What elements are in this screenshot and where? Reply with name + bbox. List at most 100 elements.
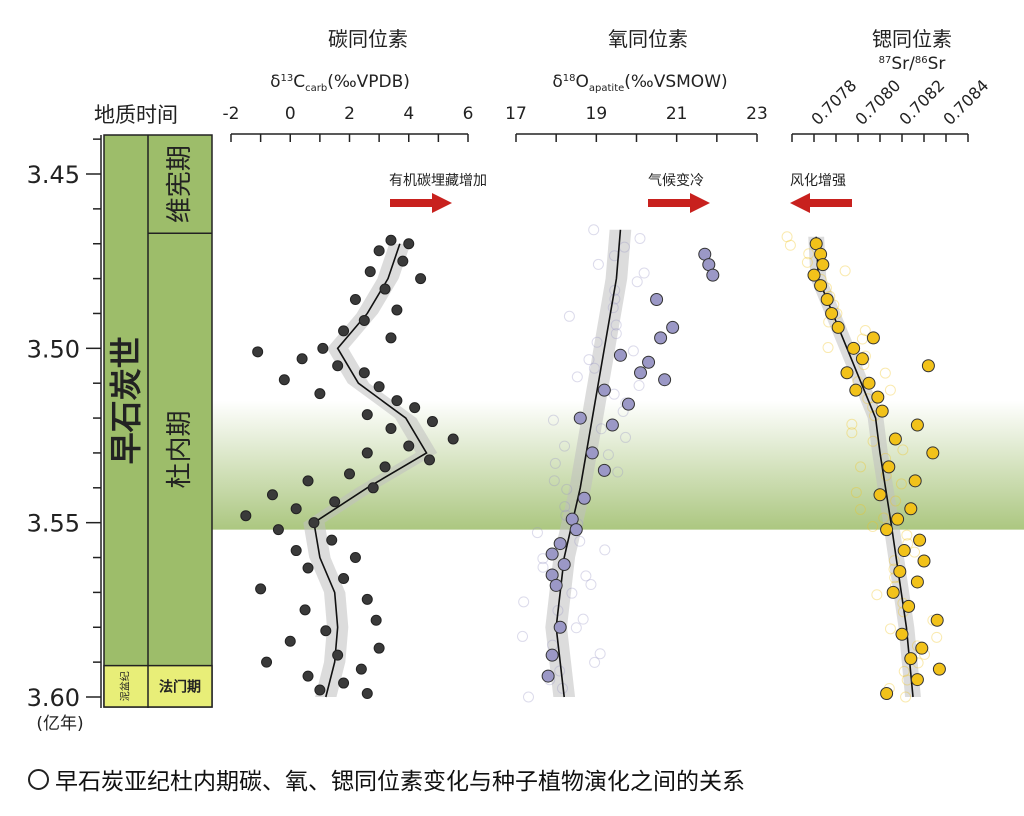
faint-point [854, 503, 866, 515]
data-point [549, 578, 563, 592]
faint-point [846, 418, 858, 430]
faint-point [612, 466, 624, 478]
axis-label-main: Sr/ [891, 54, 915, 74]
data-point [361, 593, 373, 605]
data-point [361, 409, 373, 421]
faint-point [855, 461, 867, 473]
data-point [415, 273, 427, 285]
axis-label-unit: (‰VSMOW) [624, 72, 727, 92]
faint-point [583, 354, 595, 366]
data-point [871, 390, 885, 404]
data-point [573, 411, 587, 425]
x-tick-label: 0 [285, 104, 296, 124]
data-point [403, 440, 415, 452]
data-point [654, 331, 668, 345]
panel-title: 锶同位素 [872, 27, 952, 51]
data-point [910, 673, 924, 687]
data-point [910, 418, 924, 432]
axis-label-delta: δ [552, 72, 562, 92]
trend-arrow-left [790, 193, 852, 213]
data-point [409, 402, 421, 414]
axis-label-main: Sr [928, 54, 946, 74]
y-axis-ticks: 3.45 3.50 3.55 3.60 [27, 138, 101, 712]
faint-point [561, 483, 573, 495]
faint-point [591, 336, 603, 348]
data-point [605, 418, 619, 432]
faint-point [931, 631, 943, 643]
faint-point [634, 232, 646, 244]
data-point [847, 341, 861, 355]
faint-point [566, 587, 578, 599]
data-point [317, 342, 329, 354]
faint-point [522, 691, 534, 703]
faint-point [901, 529, 913, 541]
data-point [873, 488, 887, 502]
faint-point [888, 555, 900, 567]
trend-label: 风化增强 [790, 173, 846, 189]
faint-point [898, 665, 910, 677]
data-point [332, 649, 344, 661]
data-point [932, 662, 946, 676]
faint-point [594, 648, 606, 660]
faint-point [608, 250, 620, 262]
data-point [910, 575, 924, 589]
data-point [597, 463, 611, 477]
x-tick-label: -2 [223, 104, 240, 124]
faint-point [900, 691, 912, 703]
panel-title: 碳同位素 [328, 27, 408, 51]
data-point [913, 533, 927, 547]
x-tick-label: 4 [403, 104, 414, 124]
data-point [299, 604, 311, 616]
faint-point [801, 256, 813, 268]
x-tick-label: 0.7084 [939, 76, 992, 129]
data-point [895, 627, 909, 641]
data-point [820, 293, 834, 307]
data-point [814, 279, 828, 293]
faint-point [850, 486, 862, 498]
data-point [904, 502, 918, 516]
data-point [302, 475, 314, 487]
data-point [370, 614, 382, 626]
faint-point [631, 276, 643, 288]
faint-point [537, 561, 549, 573]
data-point [666, 320, 680, 334]
data-point [284, 635, 296, 647]
data-point [361, 447, 373, 459]
faint-point [563, 310, 575, 322]
trend-arrow-right [648, 193, 710, 213]
panel-title: 氧同位素 [608, 27, 688, 51]
faint-point [599, 544, 611, 556]
data-point [278, 374, 290, 386]
data-point [361, 688, 373, 700]
data-point [816, 258, 830, 272]
trend-envelope [303, 243, 438, 697]
data-point [908, 474, 922, 488]
data-point [447, 433, 459, 445]
x-tick-label: 6 [463, 104, 474, 124]
data-point [290, 545, 302, 557]
data-point [296, 353, 308, 365]
faint-point [595, 423, 607, 435]
faint-point [559, 501, 571, 513]
faint-point [585, 579, 597, 591]
x-tick-label: 17 [505, 104, 527, 124]
data-point [391, 304, 403, 316]
x-tick-label: 0.7080 [851, 76, 904, 129]
data-point [849, 383, 863, 397]
x-axis-label: δ13Ccarb(‰VPDB) [270, 72, 410, 94]
axis-label-unit: (‰VPDB) [327, 72, 410, 92]
data-point [569, 523, 583, 537]
data-point [917, 554, 931, 568]
faint-point [859, 325, 871, 337]
x-tick-label: 2 [344, 104, 355, 124]
faint-point [610, 328, 622, 340]
data-point [597, 383, 611, 397]
data-point [349, 552, 361, 564]
axis-label-main: C [293, 72, 305, 92]
data-point [373, 245, 385, 257]
data-point [329, 496, 341, 508]
faint-point [574, 535, 586, 547]
data-point [634, 366, 648, 380]
data-point [358, 314, 370, 326]
